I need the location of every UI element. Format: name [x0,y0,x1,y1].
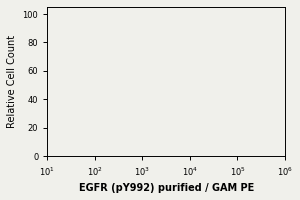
X-axis label: EGFR (pY992) purified / GAM PE: EGFR (pY992) purified / GAM PE [79,183,254,193]
Y-axis label: Relative Cell Count: Relative Cell Count [7,35,17,128]
